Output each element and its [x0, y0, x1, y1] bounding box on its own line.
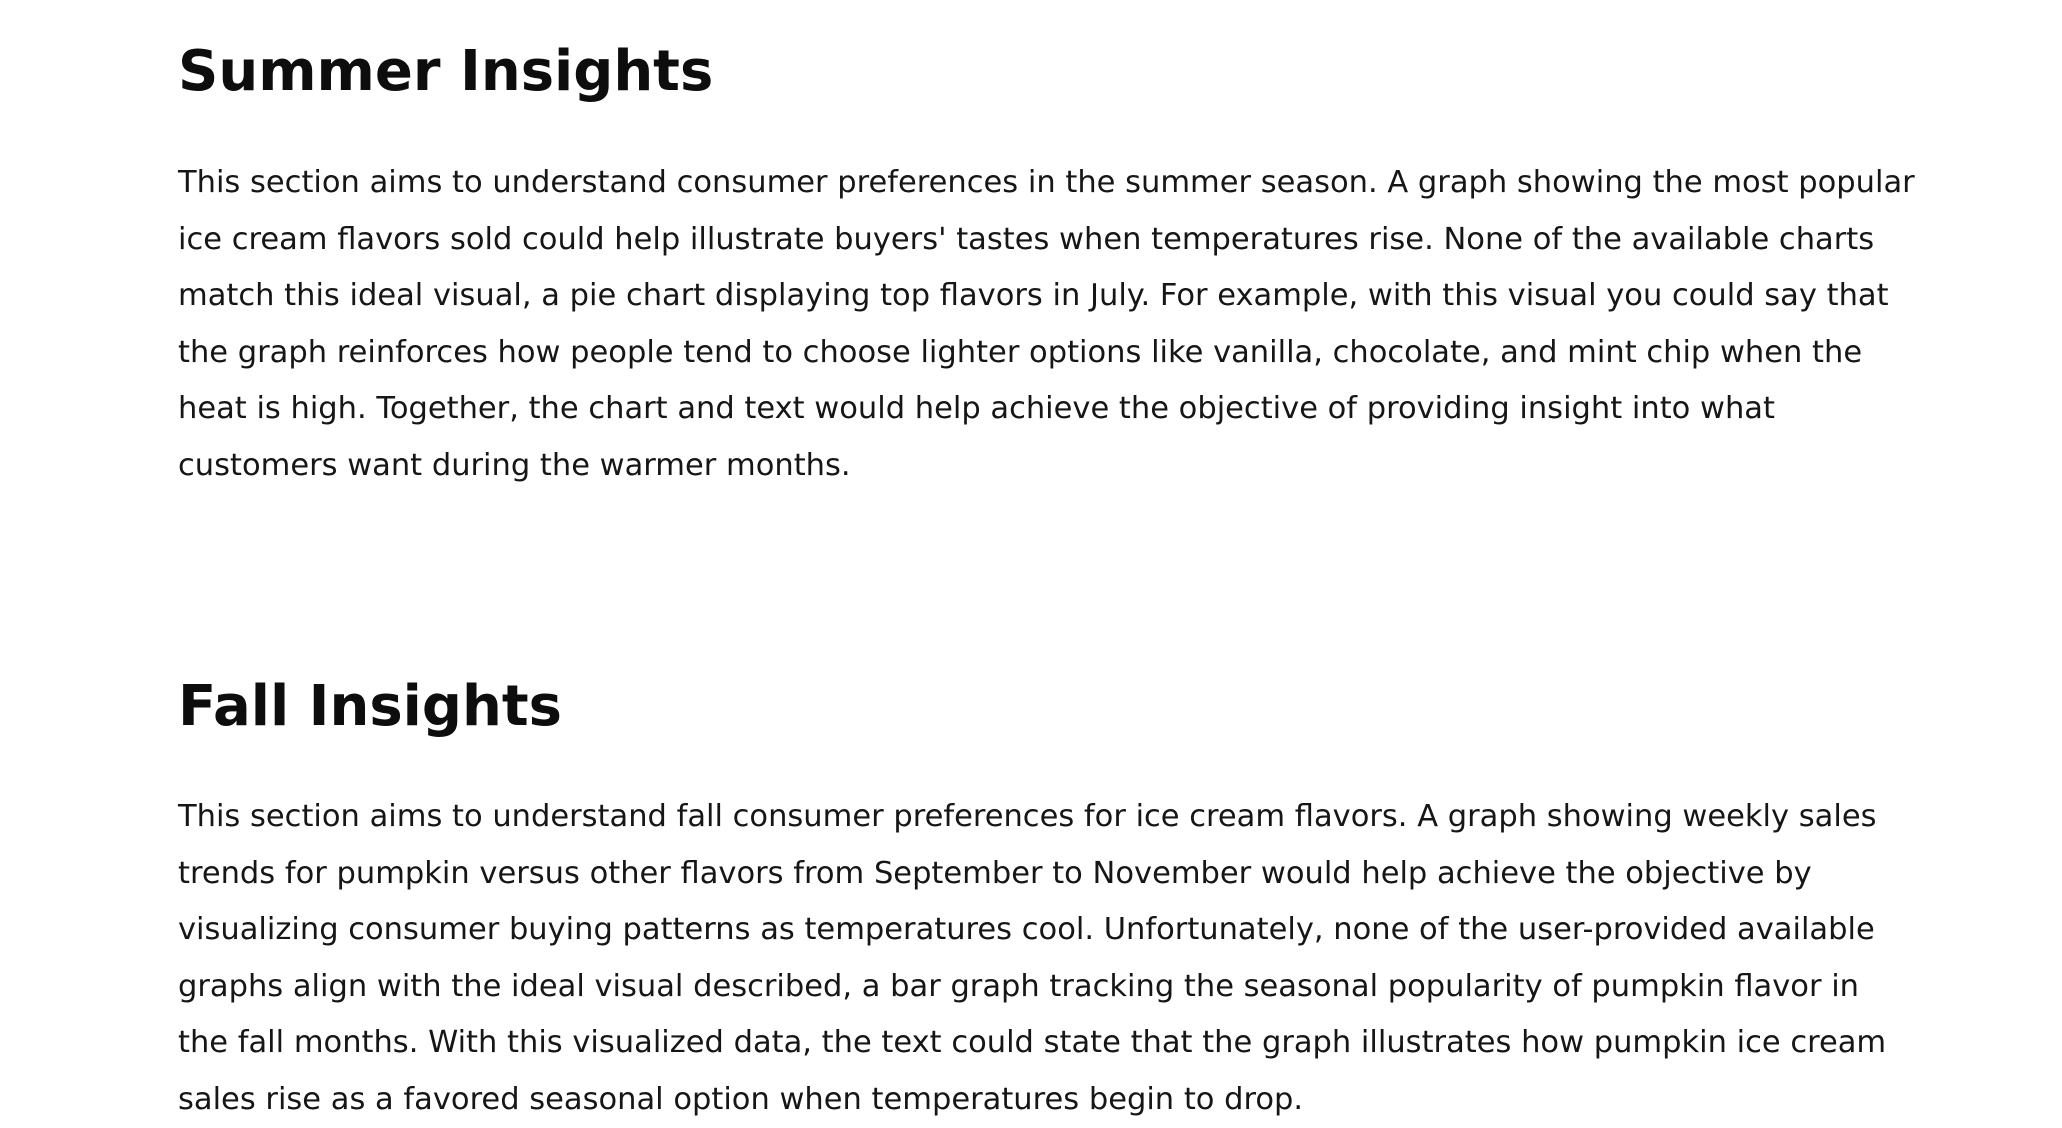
section-paragraph-summer: This section aims to understand consumer…	[178, 165, 1915, 483]
section-paragraph-fall: This section aims to understand fall con…	[178, 799, 1887, 1117]
section-heading-fall-insights: Fall Insights	[178, 674, 562, 739]
section-heading-summer-insights: Summer Insights	[178, 39, 714, 104]
